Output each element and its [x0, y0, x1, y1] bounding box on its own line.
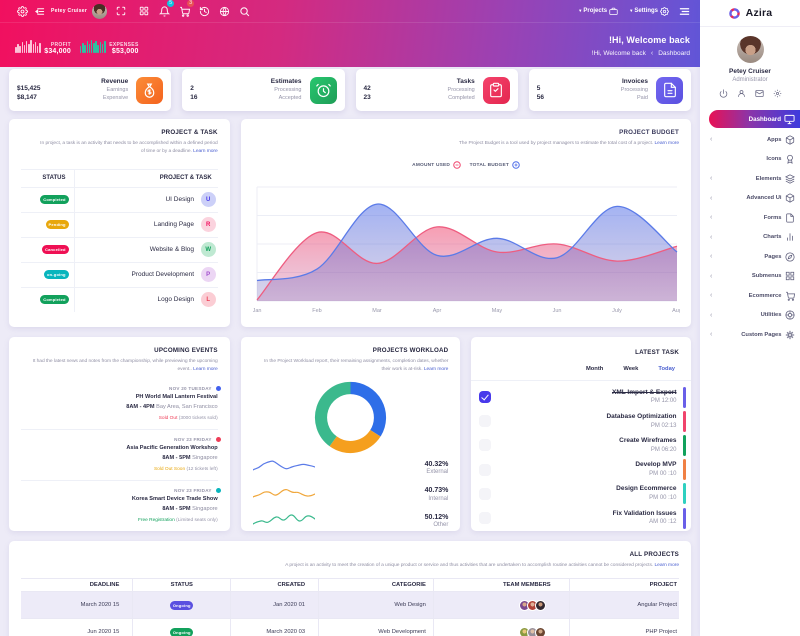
- svg-text:July: July: [612, 308, 622, 314]
- svg-text:Feb: Feb: [312, 308, 321, 314]
- svg-text:Aug: Aug: [672, 308, 680, 314]
- svg-text:Jun: Jun: [552, 308, 561, 314]
- svg-text:Apr: Apr: [432, 308, 441, 314]
- svg-text:Jan: Jan: [253, 308, 261, 314]
- svg-text:Mar: Mar: [372, 308, 382, 314]
- svg-text:May: May: [491, 308, 502, 314]
